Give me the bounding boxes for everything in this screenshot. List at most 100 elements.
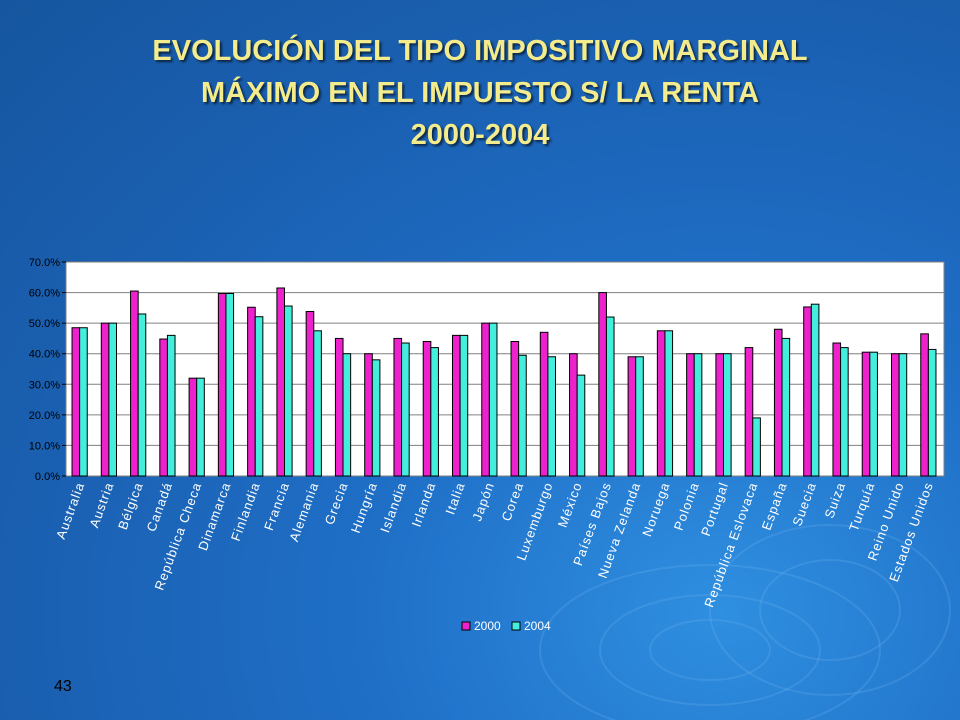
x-tick-label: Australia — [53, 480, 87, 541]
slide-title: EVOLUCIÓN DEL TIPO IMPOSITIVO MARGINAL M… — [0, 30, 960, 156]
bar-2004 — [371, 359, 381, 477]
bar-2004 — [723, 353, 732, 477]
bar-2000 — [890, 353, 900, 477]
bar-2000 — [744, 347, 754, 477]
bar-2004 — [635, 356, 644, 477]
bar-2004 — [781, 337, 791, 477]
bar-2000 — [217, 292, 227, 477]
x-tick-label: Portugal — [698, 480, 731, 538]
bar-2000 — [364, 353, 373, 477]
plot-area — [65, 261, 945, 477]
title-line-2: MÁXIMO EN EL IMPUESTO S/ LA RENTA — [200, 77, 760, 109]
x-tick-label: Suecia — [789, 480, 819, 528]
bar-2004 — [869, 351, 878, 477]
bar-2000 — [656, 330, 666, 477]
bar-2004 — [342, 353, 352, 477]
bar-2000 — [451, 334, 461, 477]
bar-2000 — [188, 377, 198, 477]
legend-label: 2004 — [524, 619, 551, 633]
y-tick-label: 50.0% — [29, 318, 60, 330]
chart-legend: 2000 2004 — [461, 619, 551, 633]
title-line-1: EVOLUCIÓN DEL TIPO IMPOSITIVO MARGINAL — [152, 35, 808, 67]
bar-2000 — [569, 353, 578, 477]
x-tick-label: Polonia — [671, 480, 702, 532]
bar-2004 — [459, 334, 469, 477]
x-tick-label: Corea — [499, 480, 527, 523]
x-tick-label: Noruega — [639, 480, 673, 539]
legend-swatch — [461, 621, 471, 631]
bar-2004 — [898, 353, 908, 477]
bar-2004 — [137, 313, 147, 477]
x-tick-label: Alemania — [286, 480, 321, 544]
y-tick-label: 60.0% — [29, 288, 60, 300]
bar-2000 — [393, 337, 403, 477]
y-tick-label: 30.0% — [29, 379, 60, 391]
bar-2004 — [927, 348, 937, 477]
legend-label: 2000 — [474, 619, 501, 633]
y-tick-label: 70.0% — [29, 257, 60, 269]
x-tick-label: Turquía — [846, 480, 878, 533]
bar-2000 — [803, 306, 812, 477]
bar-2004 — [166, 334, 176, 477]
x-tick-label: Francia — [261, 480, 292, 532]
bar-2000 — [773, 328, 783, 477]
x-tick-label: Canadá — [144, 480, 176, 534]
bar-2004 — [196, 377, 205, 477]
bar-2004 — [547, 356, 557, 477]
bar-2000 — [334, 337, 344, 477]
bar-2000 — [422, 340, 432, 477]
x-tick-label: Hungría — [348, 480, 380, 535]
bar-2000 — [598, 292, 607, 477]
bar-2000 — [715, 353, 725, 477]
bar-2000 — [481, 322, 490, 477]
x-tick-label: Japón — [469, 480, 497, 523]
x-tick-label: Finlandia — [228, 480, 263, 543]
bar-2004 — [254, 316, 264, 477]
bar-2004 — [664, 330, 674, 477]
bar-2000 — [510, 340, 520, 477]
x-tick-label: Irlanda — [409, 480, 439, 529]
bar-2000 — [100, 322, 110, 477]
bar-2004 — [605, 316, 615, 477]
bar-2004 — [79, 327, 88, 477]
x-tick-label: Austria — [86, 480, 116, 530]
bar-2004 — [488, 322, 498, 477]
bar-2004 — [401, 342, 410, 477]
bar-2004 — [752, 417, 761, 477]
y-tick-label: 0.0% — [35, 471, 60, 483]
bar-2004 — [313, 330, 322, 477]
y-tick-label: 10.0% — [29, 440, 60, 452]
x-tick-label: Bélgica — [115, 480, 146, 532]
x-tick-label: Islandia — [377, 480, 409, 535]
bar-2000 — [686, 353, 695, 477]
y-tick-label: 20.0% — [29, 410, 60, 422]
bar-2000 — [920, 333, 929, 477]
bar-2000 — [247, 306, 256, 477]
bar-2000 — [276, 287, 285, 477]
bar-2000 — [832, 342, 842, 477]
bar-2004 — [810, 303, 820, 477]
bar-2000 — [861, 351, 871, 477]
title-line-3: 2000-2004 — [410, 119, 550, 151]
slide-number: 43 — [54, 678, 72, 695]
bar-2000 — [130, 290, 139, 477]
bar-2000 — [71, 327, 81, 477]
bar-2004 — [225, 292, 235, 477]
bar-2000 — [159, 338, 168, 477]
x-tick-label: Suiza — [821, 480, 848, 520]
bar-2004 — [108, 322, 118, 477]
x-tick-label: Grecia — [322, 480, 351, 527]
bar-2004 — [840, 347, 849, 477]
bar-2004 — [576, 374, 586, 477]
x-tick-label: México — [555, 480, 585, 529]
bar-2004 — [284, 305, 293, 477]
bar-2000 — [305, 311, 315, 477]
y-tick-label: 40.0% — [29, 349, 60, 361]
bar-2004 — [693, 353, 703, 477]
bar-2000 — [539, 331, 549, 477]
x-tick-label: Italia — [442, 480, 468, 517]
x-tick-label: España — [759, 480, 790, 532]
legend-swatch — [511, 621, 521, 631]
bar-2004 — [430, 347, 439, 477]
